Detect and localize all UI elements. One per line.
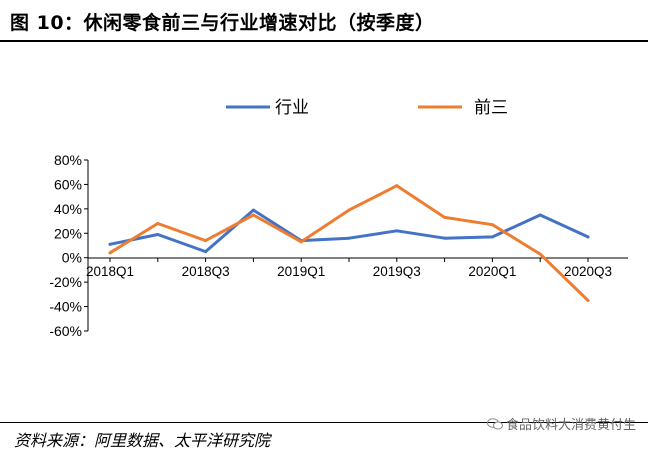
data-point bbox=[395, 229, 399, 233]
figure-title: 图 10：休闲零食前三与行业增速对比（按季度） bbox=[10, 12, 435, 34]
data-point bbox=[586, 235, 590, 239]
data-point bbox=[347, 236, 351, 240]
x-tick-label: 2018Q3 bbox=[182, 264, 230, 279]
x-tick-label: 2020Q1 bbox=[468, 264, 516, 279]
source-note: 资料来源：阿里数据、太平洋研究院 bbox=[14, 431, 271, 450]
footer-rule bbox=[0, 422, 648, 423]
y-tick-label: -40% bbox=[49, 299, 82, 315]
data-point bbox=[204, 250, 208, 254]
title-rule bbox=[0, 40, 648, 42]
data-point bbox=[395, 184, 399, 188]
watermark-text: 食品饮料大消费黄付生 bbox=[505, 418, 636, 433]
y-tick-label: 60% bbox=[54, 176, 82, 192]
data-point bbox=[251, 208, 255, 212]
data-point bbox=[156, 222, 160, 226]
data-point bbox=[108, 251, 112, 255]
y-tick-label: -20% bbox=[49, 274, 82, 290]
data-point bbox=[347, 208, 351, 212]
x-axis: 2018Q1 2018Q3 2019Q1 2019Q3 2020Q1 2020Q3 bbox=[86, 257, 628, 279]
x-tick-label: 2018Q1 bbox=[86, 264, 134, 279]
data-point bbox=[299, 240, 303, 244]
chart-legend: 行业 前三 bbox=[226, 98, 508, 117]
x-tick-label: 2019Q3 bbox=[373, 264, 421, 279]
data-point bbox=[204, 239, 208, 243]
y-tick-label: 20% bbox=[54, 225, 82, 241]
x-tick-label: 2020Q3 bbox=[564, 264, 612, 279]
data-point bbox=[108, 242, 112, 246]
wechat-icon bbox=[486, 417, 503, 429]
data-point bbox=[586, 298, 590, 302]
data-point bbox=[538, 252, 542, 256]
chart-series bbox=[108, 184, 590, 302]
data-point bbox=[251, 213, 255, 217]
x-tick-label: 2019Q1 bbox=[277, 264, 325, 279]
data-point bbox=[490, 235, 494, 239]
data-point bbox=[443, 236, 447, 240]
y-tick-label: -60% bbox=[49, 323, 82, 339]
y-tick-label: 0% bbox=[62, 250, 82, 266]
data-point bbox=[443, 215, 447, 219]
data-point bbox=[538, 213, 542, 217]
watermark: 食品饮料大消费黄付生 bbox=[486, 414, 636, 433]
legend-label: 行业 bbox=[275, 98, 309, 117]
data-point bbox=[156, 233, 160, 237]
y-tick-label: 40% bbox=[54, 201, 82, 217]
legend-label: 前三 bbox=[474, 98, 508, 117]
y-axis: 80% 60% 40% 20% 0% -20% -40% -60% bbox=[49, 152, 89, 339]
y-tick-label: 80% bbox=[54, 152, 82, 168]
data-point bbox=[490, 223, 494, 227]
